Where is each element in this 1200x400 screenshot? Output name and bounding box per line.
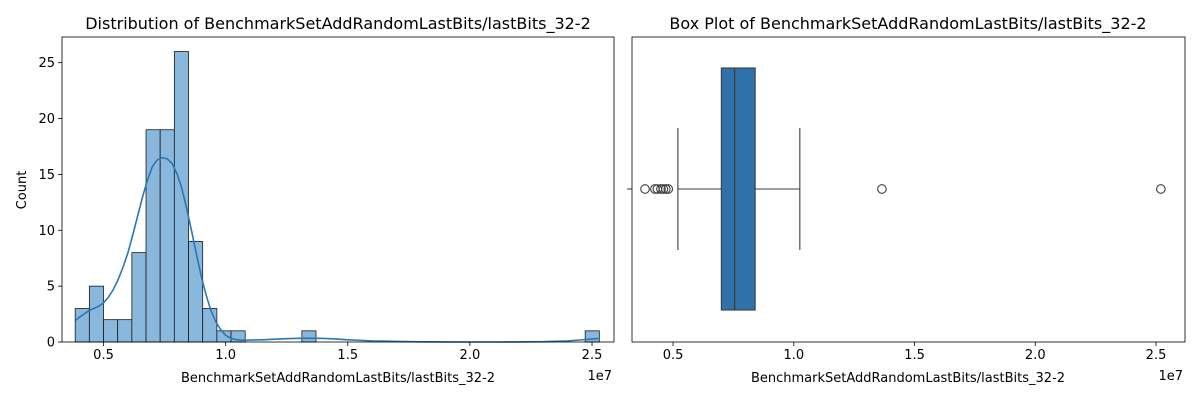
histogram-bar [103,319,119,343]
histogram-y-tick-label: 20 [38,112,55,127]
boxplot-x-ticks: 0.5 1.0 1.5 2.0 2.5 [663,342,1167,363]
histogram-bar [188,241,204,343]
boxplot-panel: Box Plot of BenchmarkSetAddRandomLastBit… [627,14,1186,386]
boxplot-title: Box Plot of BenchmarkSetAddRandomLastBit… [669,14,1146,34]
histogram-y-tick-label: 15 [38,168,55,183]
boxplot-x-axis-label: BenchmarkSetAddRandomLastBits/lastBits_3… [751,371,1065,386]
histogram-x-axis-label: BenchmarkSetAddRandomLastBits/lastBits_3… [181,371,495,386]
boxplot-outlier [658,184,669,194]
histogram-y-ticks: 0 5 10 15 20 25 [38,56,62,351]
histogram-y-tick-label: 5 [47,280,55,295]
histogram-x-tick-label: 2.5 [582,348,603,363]
histogram-x-ticks: 0.5 1.0 1.5 2.0 2.5 [93,342,602,363]
boxplot-plot-frame [631,36,1186,343]
boxplot-outlier [640,184,650,194]
histogram-title: Distribution of BenchmarkSetAddRandomLas… [85,14,591,34]
histogram-x-tick-label: 1.5 [337,348,358,363]
histogram-bars [74,51,600,343]
histogram-bar [74,308,90,343]
boxplot-x-tick-label: 0.5 [663,348,684,363]
histogram-x-tick-label: 1.0 [215,348,236,363]
histogram-bar [584,330,600,343]
histogram-panel: Distribution of BenchmarkSetAddRandomLas… [15,14,615,386]
boxplot-x-tick-label: 2.0 [1025,348,1046,363]
boxplot-outlier [656,184,666,194]
histogram-x-tick-label: 0.5 [93,348,114,363]
boxplot-outlier [660,184,671,194]
boxplot-x-offset-label: 1e7 [1158,369,1183,384]
boxplot-x-tick-label: 2.5 [1146,348,1167,363]
boxplot-x-tick-label: 1.0 [783,348,804,363]
histogram-x-offset-label: 1e7 [587,369,612,384]
boxplot-outlier [1156,184,1166,194]
histogram-y-tick-label: 25 [38,56,55,71]
histogram-bar [145,129,161,343]
boxplot-x-tick-label: 1.5 [904,348,925,363]
boxplot-outlier [663,184,674,194]
histogram-plot-frame [61,36,615,343]
histogram-bar [88,285,104,343]
boxplot-box [720,67,756,311]
histogram-bar [202,308,218,343]
histogram-y-tick-label: 10 [38,224,55,239]
histogram-bar [173,51,189,343]
histogram-y-axis-label: Count [15,171,30,210]
histogram-bar [159,129,175,343]
boxplot-elements [640,67,1166,311]
histogram-bar [301,330,317,343]
histogram-y-tick-label: 0 [47,336,55,351]
histogram-x-tick-label: 2.0 [460,348,481,363]
histogram-bar [131,252,147,343]
histogram-bar [117,319,133,343]
boxplot-outlier [877,184,887,194]
